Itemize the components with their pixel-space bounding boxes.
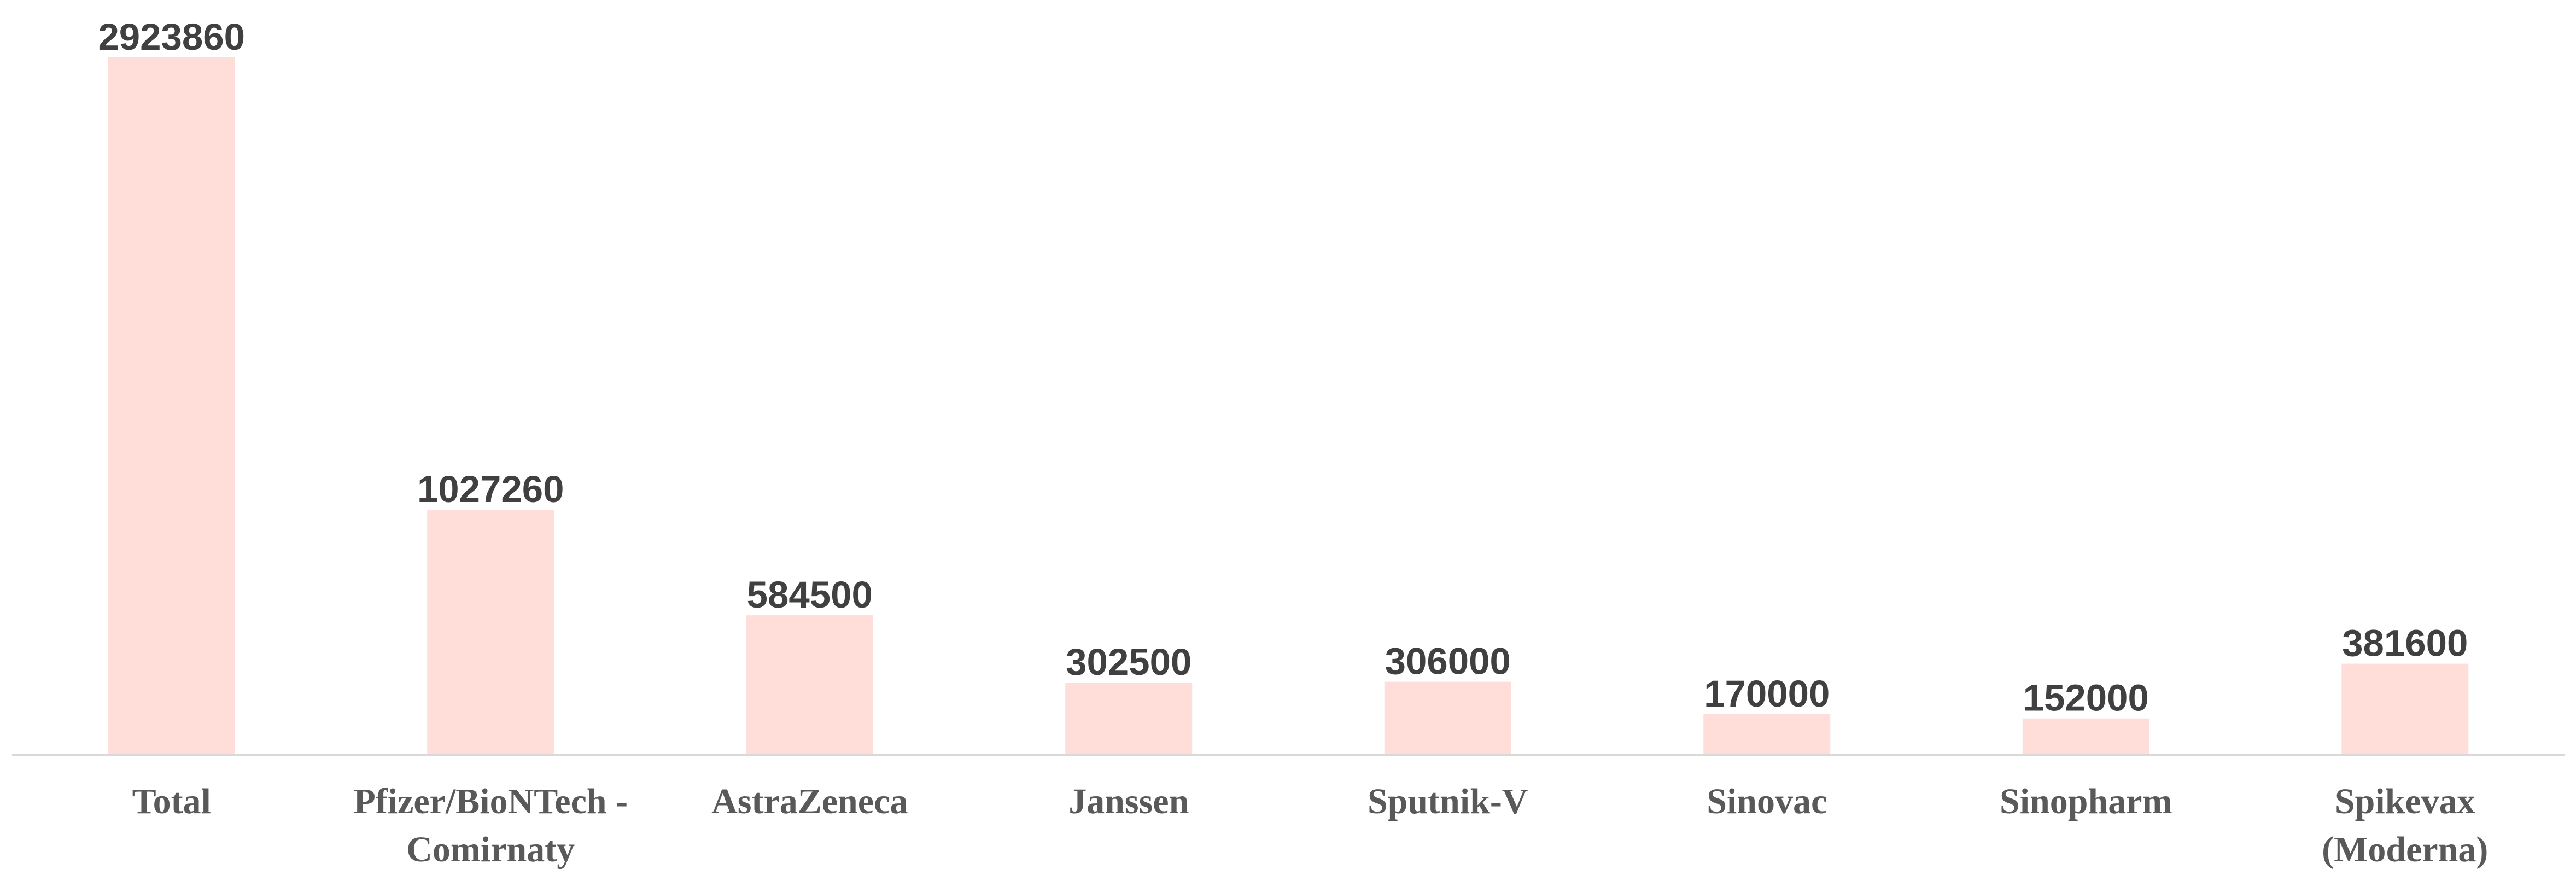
value-label-5: 170000: [1704, 673, 1830, 715]
bars-layer: [108, 57, 2469, 755]
bar-1: [427, 510, 554, 755]
category-label-line: AstraZeneca: [711, 781, 908, 821]
category-label-line: Sinovac: [1707, 781, 1827, 821]
bar-2: [746, 615, 873, 755]
bar-5: [1703, 714, 1831, 755]
value-label-7: 381600: [2342, 622, 2468, 664]
category-label-5: Sinovac: [1707, 781, 1827, 821]
bar-7: [2341, 663, 2469, 755]
category-label-1: Pfizer/BioNTech - Comirnaty: [353, 781, 628, 869]
category-labels-layer: Total Pfizer/BioNTech - Comirnaty AstraZene…: [132, 781, 2489, 869]
category-label-7: Spikevax (Moderna): [2322, 781, 2488, 869]
bar-6: [2022, 718, 2149, 755]
category-label-6: Sinopharm: [2000, 781, 2172, 821]
category-label-line: Janssen: [1068, 781, 1189, 821]
category-label-line: Spikevax: [2335, 781, 2475, 821]
value-label-3: 302500: [1066, 641, 1191, 683]
value-label-4: 306000: [1385, 640, 1511, 683]
value-label-2: 584500: [747, 574, 873, 616]
category-label-4: Sputnik-V: [1368, 781, 1528, 821]
category-label-line: Total: [132, 781, 211, 821]
value-label-0: 2923860: [98, 16, 245, 58]
category-label-line: Sputnik-V: [1368, 781, 1528, 821]
value-label-1: 1027260: [417, 468, 564, 510]
category-label-line: Comirnaty: [406, 830, 575, 869]
category-label-line: Pfizer/BioNTech -: [353, 781, 628, 821]
bar-3: [1065, 683, 1193, 755]
bar-4: [1384, 681, 1511, 755]
category-label-2: AstraZeneca: [711, 781, 908, 821]
bar-0: [108, 57, 235, 755]
category-label-0: Total: [132, 781, 211, 821]
value-labels-layer: 2923860 1027260 584500 302500 306000 170000 15…: [98, 16, 2468, 719]
value-label-6: 152000: [2023, 677, 2149, 719]
category-label-line: Sinopharm: [2000, 781, 2172, 821]
category-label-line: (Moderna): [2322, 830, 2488, 869]
category-label-3: Janssen: [1068, 781, 1189, 821]
